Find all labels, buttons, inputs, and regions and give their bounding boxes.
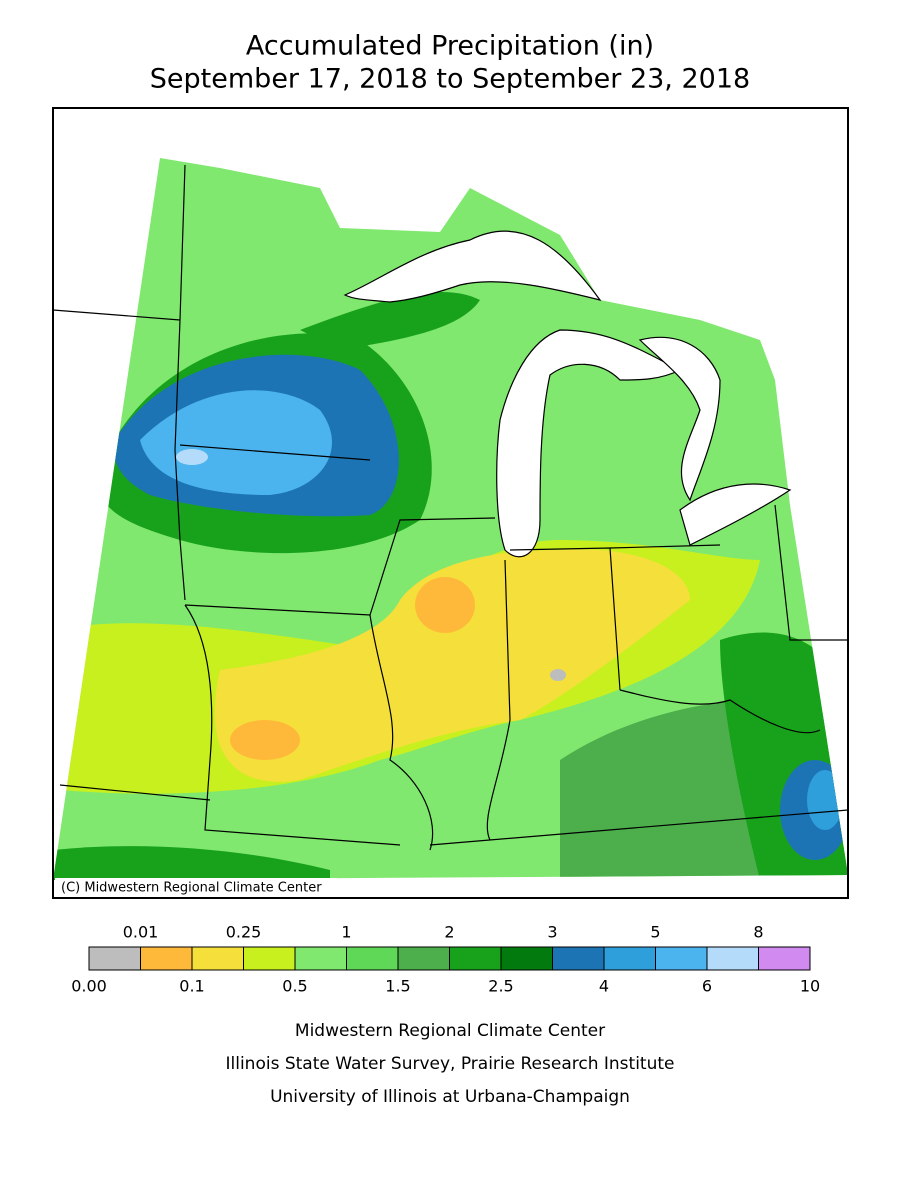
legend-swatch (655, 946, 708, 971)
legend-swatch (449, 946, 502, 971)
precip-area (300, 291, 480, 350)
legend-label: 6 (702, 977, 712, 996)
credit-line: Midwestern Regional Climate Center (295, 1021, 605, 1041)
legend-label: 0.5 (282, 977, 307, 996)
precip-area (230, 720, 300, 760)
title: Accumulated Precipitation (in) (246, 31, 654, 62)
legend: 0.00 0.01 0.1 0.25 0.5 1 1.5 2 2.5 3 4 5 6 8 10 (71, 923, 820, 996)
legend-label: 0.01 (123, 923, 159, 942)
legend-label: 2 (444, 923, 454, 942)
map-frame (52, 107, 849, 899)
legend-swatch (500, 946, 553, 971)
precip-area (550, 669, 566, 681)
legend-label: 10 (800, 977, 820, 996)
legend-swatch (140, 946, 193, 971)
legend-swatch (346, 946, 399, 971)
legend-label: 4 (599, 977, 609, 996)
legend-label: 0.25 (226, 923, 262, 942)
lakes (343, 230, 792, 558)
legend-label: 0.00 (71, 977, 107, 996)
precip-area (140, 390, 332, 495)
copyright-bg (55, 878, 337, 896)
legend-swatch (191, 946, 244, 971)
legend-label: 5 (650, 923, 660, 942)
precip-area (214, 549, 690, 782)
legend-label: 1 (341, 923, 351, 942)
legend-swatch (706, 946, 759, 971)
legend-swatch (603, 946, 656, 971)
precip-area (415, 577, 475, 633)
legend-swatch (294, 946, 347, 971)
copyright: (C) Midwestern Regional Climate Center (61, 881, 322, 896)
legend-swatch (88, 946, 141, 971)
legend-label: 2.5 (488, 977, 513, 996)
state-borders (52, 164, 849, 851)
legend-label: 1.5 (385, 977, 410, 996)
legend-swatch (243, 946, 296, 971)
credit-line: University of Illinois at Urbana-Champai… (270, 1087, 630, 1107)
legend-swatch (397, 946, 450, 971)
precip-area (53, 846, 330, 880)
legend-label: 0.1 (179, 977, 204, 996)
legend-swatch (758, 946, 811, 971)
precip-area (176, 449, 208, 465)
legend-label: 3 (547, 923, 557, 942)
subtitle: September 17, 2018 to September 23, 2018 (150, 64, 750, 95)
precip-area (807, 770, 843, 830)
legend-swatch (552, 946, 605, 971)
credit-line: Illinois State Water Survey, Prairie Res… (226, 1054, 675, 1074)
legend-label: 8 (753, 923, 763, 942)
map: (C) Midwestern Regional Climate Center (52, 107, 849, 899)
